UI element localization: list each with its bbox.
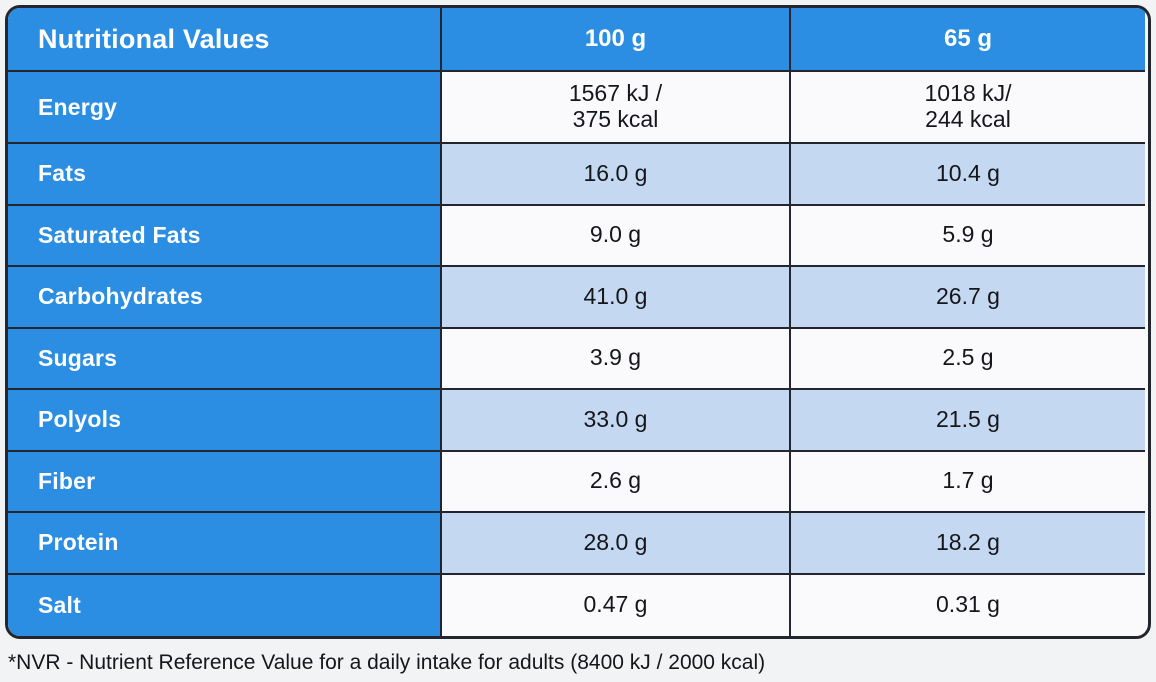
nutrition-table: Nutritional Values 100 g 65 g Energy 1567… (5, 5, 1151, 639)
row-label-energy: Energy (8, 72, 440, 144)
value-65g-carbohydrates: 26.7 g (789, 267, 1145, 329)
value-65g-energy: 1018 kJ/ 244 kcal (789, 72, 1145, 144)
row-label-fats: Fats (8, 144, 440, 206)
column-header-100g: 100 g (440, 8, 789, 72)
value-100g-salt: 0.47 g (440, 574, 789, 636)
value-100g-energy: 1567 kJ / 375 kcal (440, 72, 789, 144)
row-label-carbohydrates: Carbohydrates (8, 267, 440, 329)
value-65g-saturated-fats: 5.9 g (789, 205, 1145, 267)
value-65g-polyols: 21.5 g (789, 390, 1145, 452)
value-100g-fiber: 2.6 g (440, 451, 789, 513)
nvr-footnote: *NVR - Nutrient Reference Value for a da… (8, 651, 766, 674)
row-label-protein: Protein (8, 513, 440, 575)
column-header-65g: 65 g (789, 8, 1145, 72)
value-100g-carbohydrates: 41.0 g (440, 267, 789, 329)
row-label-sugars: Sugars (8, 328, 440, 390)
value-65g-sugars: 2.5 g (789, 328, 1145, 390)
value-100g-polyols: 33.0 g (440, 390, 789, 452)
value-100g-fats: 16.0 g (440, 144, 789, 206)
row-label-salt: Salt (8, 574, 440, 636)
row-label-saturated-fats: Saturated Fats (8, 205, 440, 267)
row-label-fiber: Fiber (8, 451, 440, 513)
table-title: Nutritional Values (8, 8, 440, 72)
value-65g-protein: 18.2 g (789, 513, 1145, 575)
value-100g-sugars: 3.9 g (440, 328, 789, 390)
value-65g-fats: 10.4 g (789, 144, 1145, 206)
value-65g-fiber: 1.7 g (789, 451, 1145, 513)
row-label-polyols: Polyols (8, 390, 440, 452)
value-100g-saturated-fats: 9.0 g (440, 205, 789, 267)
value-65g-salt: 0.31 g (789, 574, 1145, 636)
nutrition-table-grid: Nutritional Values 100 g 65 g Energy 1567… (8, 8, 1148, 636)
value-100g-protein: 28.0 g (440, 513, 789, 575)
